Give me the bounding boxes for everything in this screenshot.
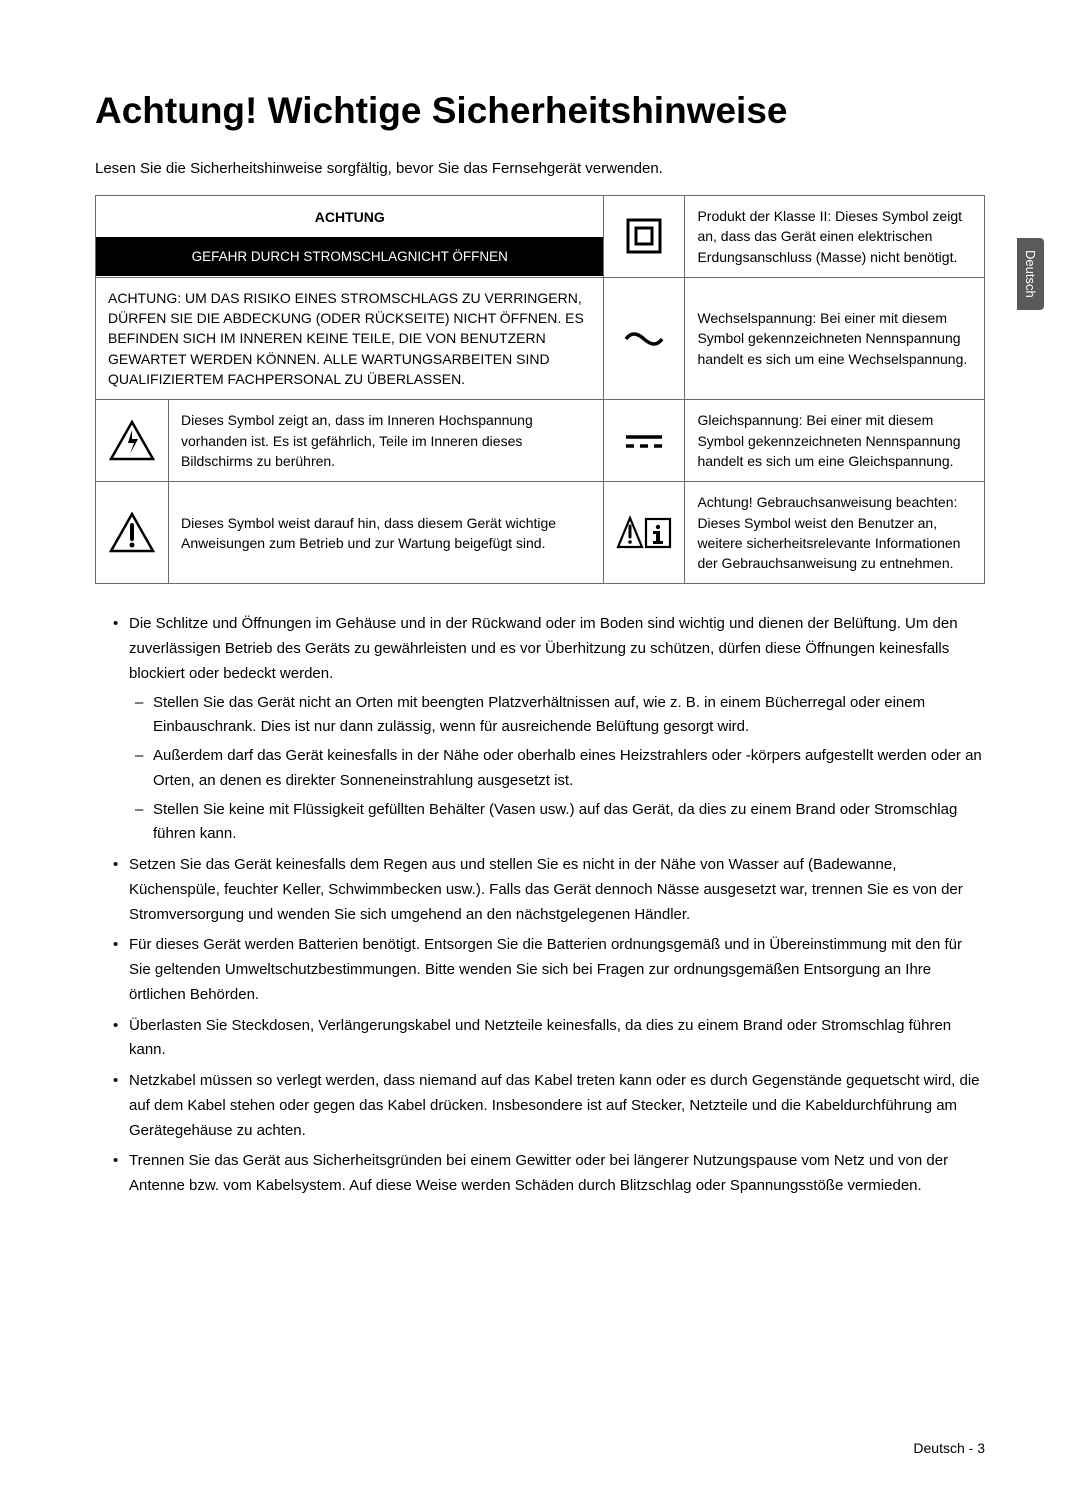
bullet-item: Für dieses Gerät werden Batterien benöti… (113, 933, 985, 1007)
bullet-item: Setzen Sie das Gerät keinesfalls dem Reg… (113, 853, 985, 927)
header-top: ACHTUNG (96, 197, 603, 237)
right-row-3: Achtung! Gebrauchsanweisung beachten: Di… (685, 482, 985, 584)
safety-table: ACHTUNG GEFAHR DURCH STROMSCHLAGNICHT ÖF… (95, 195, 985, 584)
left-row-1: Dieses Symbol zeigt an, dass im Inneren … (169, 400, 604, 482)
bullet-item: Die Schlitze und Öffnungen im Gehäuse un… (113, 612, 985, 847)
left-row-2: Dieses Symbol weist darauf hin, dass die… (169, 482, 604, 584)
language-tab: Deutsch (1017, 238, 1044, 310)
voltage-triangle-icon (96, 400, 169, 482)
class2-icon (604, 196, 685, 278)
bullet-item: Netzkabel müssen so verlegt werden, dass… (113, 1069, 985, 1143)
page-title: Achtung! Wichtige Sicherheitshinweise (95, 90, 985, 132)
bullet-list: Die Schlitze und Öffnungen im Gehäuse un… (95, 612, 985, 1199)
bullet-item: Trennen Sie das Gerät aus Sicherheitsgrü… (113, 1149, 985, 1199)
sub-bullet-item: Außerdem darf das Gerät keinesfalls in d… (129, 744, 985, 794)
table-header-cell: ACHTUNG GEFAHR DURCH STROMSCHLAGNICHT ÖF… (96, 196, 604, 278)
header-bottom: GEFAHR DURCH STROMSCHLAGNICHT ÖFFNEN (96, 237, 603, 277)
page-number: Deutsch - 3 (913, 1440, 985, 1456)
intro-text: Lesen Sie die Sicherheitshinweise sorgfä… (95, 160, 985, 177)
right-row-2: Gleichspannung: Bei einer mit diesem Sym… (685, 400, 985, 482)
right-row-0: Produkt der Klasse II: Dieses Symbol zei… (685, 196, 985, 278)
sub-bullet-item: Stellen Sie keine mit Flüssigkeit gefüll… (129, 798, 985, 848)
manual-icon (604, 482, 685, 584)
left-row-0: ACHTUNG: UM DAS RISIKO EINES STROMSCHLAG… (96, 277, 604, 399)
ac-icon (604, 277, 685, 399)
warning-triangle-icon (96, 482, 169, 584)
dc-icon (604, 400, 685, 482)
bullet-item: Überlasten Sie Steckdosen, Verlängerungs… (113, 1014, 985, 1064)
sub-list: Stellen Sie das Gerät nicht an Orten mit… (129, 691, 985, 848)
sub-bullet-item: Stellen Sie das Gerät nicht an Orten mit… (129, 691, 985, 741)
right-row-1: Wechselspannung: Bei einer mit diesem Sy… (685, 277, 985, 399)
